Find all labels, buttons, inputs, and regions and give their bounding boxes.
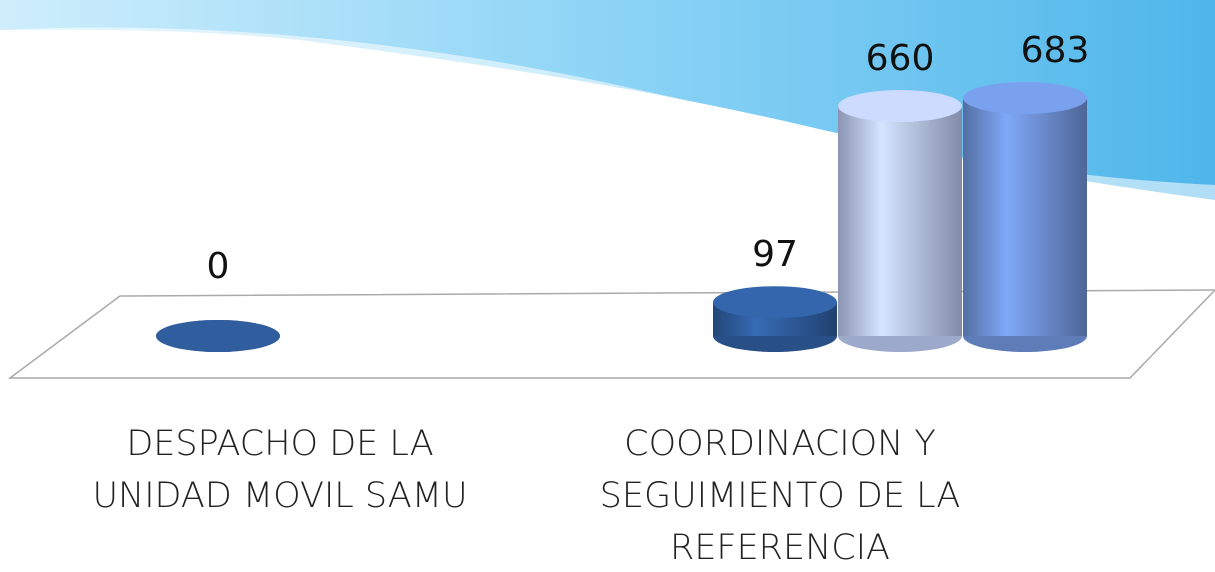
category-label: DESPACHO DE LA UNIDAD MOVIL SAMU — [60, 418, 500, 522]
bar-top — [156, 320, 280, 352]
value-label: 683 — [1021, 30, 1090, 71]
bar-top — [963, 82, 1087, 114]
value-label: 660 — [866, 38, 935, 79]
value-label: 97 — [752, 234, 798, 275]
bar-body — [963, 98, 1087, 336]
bar-body — [838, 106, 962, 336]
bar-top — [713, 286, 837, 318]
slide: 0 97 660 683 DESPACHO DE LA UNIDAD MOVIL SA… — [0, 0, 1215, 572]
category-label: COORDINACION Y SEGUIMIENTO DE LA REFEREN… — [560, 418, 1000, 572]
bar-top — [838, 90, 962, 122]
value-label: 0 — [207, 246, 230, 287]
